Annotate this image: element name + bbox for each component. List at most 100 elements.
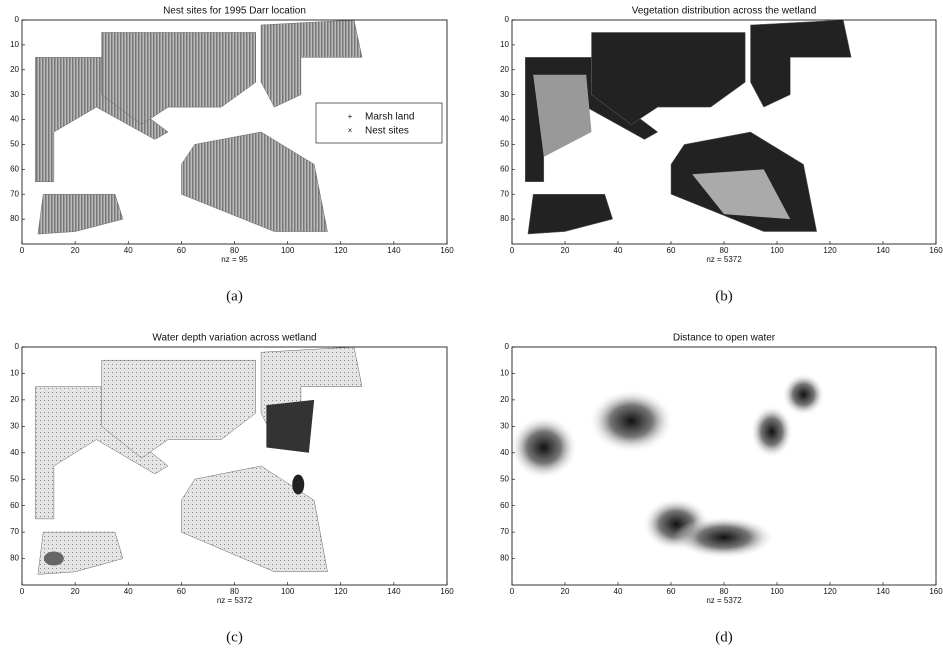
- x-tick-label: 0: [20, 246, 25, 255]
- y-tick-label: 20: [500, 65, 509, 74]
- map-image: [510, 347, 851, 574]
- distance-spot: [673, 516, 775, 558]
- land-region: [261, 20, 362, 107]
- x-tick-label: 80: [230, 587, 239, 596]
- chart-title: Water depth variation across wetland: [152, 333, 316, 344]
- caption: (c): [226, 629, 243, 645]
- y-tick-label: 0: [505, 15, 510, 24]
- x-tick-label: 0: [20, 587, 25, 596]
- land-region: [102, 32, 256, 124]
- x-tick-label: 160: [929, 587, 943, 596]
- y-tick-label: 20: [500, 395, 509, 404]
- y-tick-label: 50: [500, 140, 509, 149]
- y-tick-label: 50: [500, 474, 509, 483]
- x-tick-label: 140: [876, 587, 890, 596]
- caption: (b): [715, 288, 733, 304]
- deep-water: [292, 475, 304, 495]
- map-image: [35, 347, 362, 574]
- x-tick-label: 60: [667, 246, 676, 255]
- x-tick-label: 40: [124, 587, 133, 596]
- y-tick-label: 20: [10, 65, 19, 74]
- land-region: [592, 32, 746, 124]
- y-tick-label: 40: [10, 448, 19, 457]
- map-image: [35, 20, 362, 234]
- x-tick-label: 160: [929, 246, 943, 255]
- y-tick-label: 10: [500, 369, 509, 378]
- x-tick-label: 20: [71, 246, 80, 255]
- legend-box: [316, 103, 442, 143]
- x-tick-label: 120: [823, 587, 837, 596]
- y-tick-label: 80: [10, 214, 19, 223]
- x-tick-label: 20: [71, 587, 80, 596]
- y-tick-label: 0: [505, 342, 510, 351]
- x-axis-label: nz = 5372: [706, 255, 742, 264]
- x-axis-label: nz = 5372: [217, 596, 253, 605]
- y-tick-label: 80: [500, 554, 509, 563]
- figure: 02040608010012014016001020304050607080Ne…: [0, 0, 943, 648]
- y-tick-label: 0: [15, 342, 20, 351]
- y-tick-label: 60: [500, 164, 509, 173]
- y-tick-label: 80: [500, 214, 509, 223]
- x-tick-label: 160: [440, 587, 454, 596]
- y-tick-label: 40: [500, 115, 509, 124]
- y-tick-label: 30: [10, 90, 19, 99]
- x-tick-label: 100: [281, 587, 295, 596]
- x-tick-label: 120: [334, 587, 348, 596]
- caption: (a): [226, 288, 243, 304]
- legend-label: Marsh land: [365, 112, 414, 123]
- distance-spot: [751, 405, 793, 458]
- x-tick-label: 20: [561, 246, 570, 255]
- x-axis-label: nz = 5372: [706, 596, 742, 605]
- y-tick-label: 60: [10, 164, 19, 173]
- x-tick-label: 40: [124, 246, 133, 255]
- land-region: [528, 532, 613, 574]
- chart-title: Vegetation distribution across the wetla…: [632, 6, 817, 17]
- y-tick-label: 10: [500, 40, 509, 49]
- x-tick-label: 140: [876, 246, 890, 255]
- y-tick-label: 10: [10, 40, 19, 49]
- y-tick-label: 70: [10, 527, 19, 536]
- x-axis-label: nz = 95: [221, 255, 248, 264]
- legend-marker: +: [348, 112, 353, 121]
- chart-title: Distance to open water: [673, 333, 776, 344]
- y-tick-label: 50: [10, 474, 19, 483]
- legend-marker: ×: [348, 126, 353, 135]
- x-tick-label: 60: [177, 246, 186, 255]
- map-image: [525, 20, 851, 234]
- y-tick-label: 70: [500, 527, 509, 536]
- x-tick-label: 0: [510, 246, 515, 255]
- caption: (d): [715, 629, 733, 645]
- x-tick-label: 60: [667, 587, 676, 596]
- y-tick-label: 30: [500, 90, 509, 99]
- x-tick-label: 120: [334, 246, 348, 255]
- land-region: [181, 132, 327, 232]
- y-tick-label: 40: [10, 115, 19, 124]
- x-tick-label: 60: [177, 587, 186, 596]
- y-tick-label: 60: [500, 501, 509, 510]
- land-region: [528, 194, 613, 234]
- x-tick-label: 0: [510, 587, 515, 596]
- deep-water: [44, 552, 64, 566]
- x-tick-label: 100: [770, 587, 784, 596]
- y-tick-label: 40: [500, 448, 509, 457]
- y-tick-label: 80: [10, 554, 19, 563]
- x-tick-label: 80: [720, 587, 729, 596]
- y-tick-label: 60: [10, 501, 19, 510]
- land-region: [751, 20, 852, 107]
- legend-label: Nest sites: [365, 126, 409, 137]
- x-tick-label: 100: [770, 246, 784, 255]
- x-tick-label: 80: [720, 246, 729, 255]
- x-tick-label: 40: [614, 587, 623, 596]
- y-tick-label: 10: [10, 369, 19, 378]
- x-tick-label: 40: [614, 246, 623, 255]
- y-tick-label: 50: [10, 140, 19, 149]
- y-tick-label: 30: [10, 421, 19, 430]
- y-tick-label: 70: [10, 189, 19, 198]
- distance-spot: [510, 416, 578, 479]
- distance-spot: [782, 373, 824, 415]
- deep-water: [266, 400, 314, 453]
- distance-spot: [589, 389, 674, 452]
- land-region: [102, 360, 256, 458]
- x-tick-label: 140: [387, 587, 401, 596]
- y-tick-label: 70: [500, 189, 509, 198]
